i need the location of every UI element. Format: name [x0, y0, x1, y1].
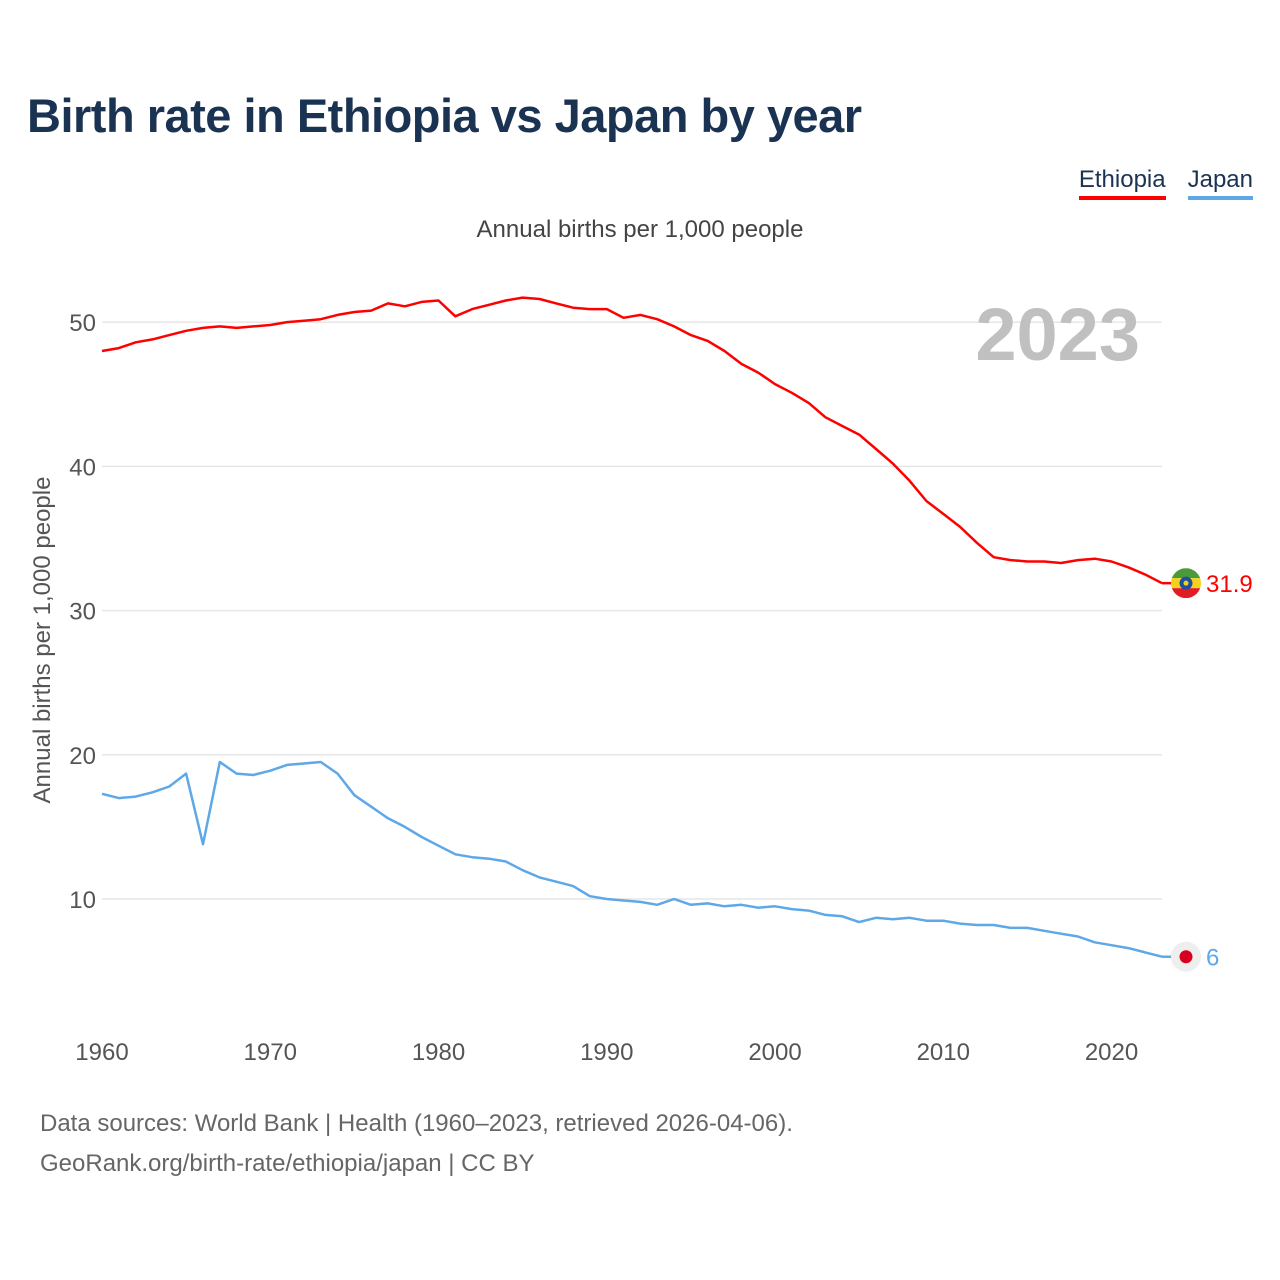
y-tick-label: 40: [69, 454, 96, 481]
y-tick-label: 10: [69, 887, 96, 914]
series-line-japan[interactable]: [101, 760, 1163, 958]
x-tick-label: 1990: [580, 1039, 633, 1066]
japan-flag-icon: [1171, 941, 1201, 972]
legend: Ethiopia Japan: [1078, 166, 1253, 200]
attribution[interactable]: GeoRank.org/birth-rate/ethiopia/japan | …: [40, 1150, 535, 1177]
x-axis-ticks: 1960 1970 1980 1990 2000 2010 2020: [75, 1039, 1138, 1066]
footer: Data sources: World Bank | Health (1960–…: [40, 1104, 793, 1184]
end-markers: 31.96: [1162, 568, 1253, 972]
x-tick-label: 2020: [1085, 1039, 1138, 1066]
y-tick-label: 50: [69, 310, 96, 337]
gridlines: [102, 321, 1162, 900]
y-axis-label: Annual births per 1,000 people: [29, 477, 56, 804]
chart-subtitle: Annual births per 1,000 people: [476, 216, 804, 243]
x-tick-label: 1960: [75, 1039, 128, 1066]
legend-item-japan[interactable]: Japan: [1187, 166, 1253, 200]
ethiopia-flag-icon: [1171, 568, 1201, 599]
x-tick-label: 1980: [412, 1039, 465, 1066]
y-axis-ticks: 10 20 30 40 50: [69, 310, 96, 914]
y-tick-label: 20: [69, 743, 96, 770]
chart-title: Birth rate in Ethiopia vs Japan by year: [27, 89, 862, 142]
end-value-label: 31.9: [1206, 571, 1253, 598]
year-label: 2023: [975, 293, 1140, 376]
y-tick-label: 30: [69, 599, 96, 626]
legend-item-ethiopia[interactable]: Ethiopia: [1078, 166, 1166, 200]
source-note: Data sources: World Bank | Health (1960–…: [40, 1110, 793, 1137]
series-line-ethiopia[interactable]: [101, 296, 1163, 585]
x-tick-label: 1970: [244, 1039, 297, 1066]
end-value-label: 6: [1206, 945, 1219, 972]
x-tick-label: 2010: [917, 1039, 970, 1066]
series-lines: [101, 296, 1163, 958]
x-tick-label: 2000: [748, 1039, 801, 1066]
